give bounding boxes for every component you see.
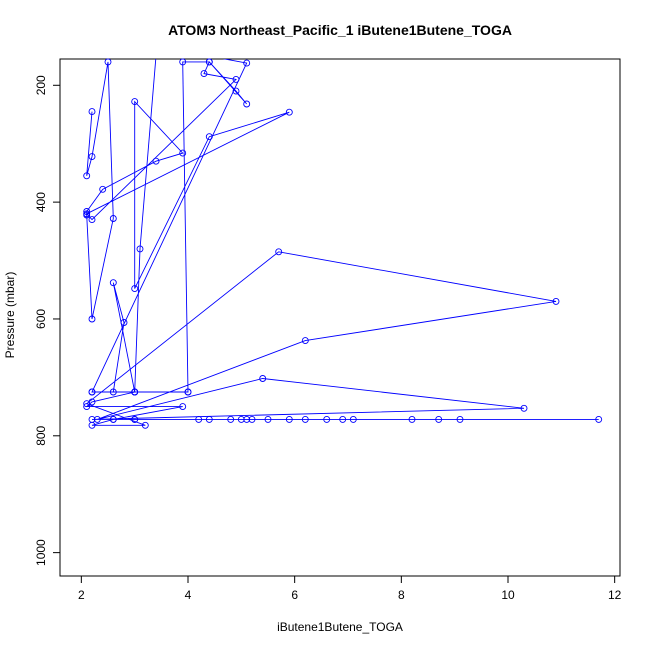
data-point — [152, 157, 160, 165]
data-point — [259, 375, 267, 382]
data-point — [285, 415, 293, 423]
data-point — [136, 245, 144, 253]
data-point — [408, 415, 416, 423]
x-tick-label: 2 — [78, 588, 85, 602]
data-point — [435, 415, 443, 423]
data-point — [184, 388, 192, 396]
plot-frame — [59, 58, 621, 577]
data-point — [88, 108, 96, 116]
data-point — [227, 415, 235, 423]
data-point — [88, 388, 96, 396]
data-point — [237, 415, 245, 423]
chart-title: ATOM3 Northeast_Pacific_1 iButene1Butene… — [168, 22, 512, 38]
data-point — [131, 388, 139, 396]
data-point — [339, 415, 347, 423]
data-point — [195, 415, 203, 423]
data-point — [179, 58, 187, 66]
data-point — [301, 337, 309, 345]
data-point — [243, 415, 251, 423]
x-tick-label: 6 — [291, 588, 298, 602]
data-point — [200, 70, 208, 78]
data-point — [83, 400, 91, 408]
data-point — [120, 319, 128, 326]
x-tick-label: 8 — [398, 588, 405, 602]
data-point — [205, 415, 213, 423]
data-point — [141, 421, 149, 429]
data-point — [248, 415, 256, 423]
data-point — [520, 404, 528, 412]
series-line — [85, 59, 599, 426]
data-point — [131, 98, 139, 106]
data-point — [93, 415, 101, 423]
x-tick-label: 4 — [185, 588, 192, 602]
series-layer — [83, 58, 603, 429]
data-point — [275, 248, 283, 256]
y-tick-label: 1000 — [34, 539, 48, 566]
data-point — [205, 58, 213, 66]
data-point — [232, 87, 240, 95]
data-point — [285, 108, 293, 116]
data-point — [83, 210, 91, 218]
data-point — [179, 403, 187, 411]
data-point — [104, 58, 112, 66]
data-point — [301, 415, 309, 423]
data-point — [131, 285, 139, 293]
data-point — [456, 415, 464, 423]
data-point — [205, 133, 213, 141]
y-tick-label: 400 — [34, 192, 48, 212]
x-tick-label: 10 — [501, 588, 515, 602]
y-tick-label: 200 — [34, 75, 48, 95]
data-point — [264, 415, 272, 423]
data-point — [109, 215, 117, 222]
data-point — [109, 415, 117, 423]
data-point — [88, 153, 96, 161]
data-point — [552, 297, 560, 305]
data-point — [323, 415, 331, 423]
data-point — [131, 415, 139, 423]
data-point — [83, 403, 91, 411]
data-point — [243, 59, 251, 67]
data-point — [232, 75, 240, 83]
y-axis-label: Pressure (mbar) — [3, 272, 17, 359]
data-point — [243, 100, 251, 108]
y-axis: 200 400 600 800 1000 — [34, 75, 61, 566]
y-tick-label: 800 — [34, 425, 48, 445]
series-points — [83, 58, 603, 429]
data-point — [109, 388, 117, 396]
data-point — [88, 315, 96, 323]
x-axis-label: iButene1Butene_TOGA — [277, 620, 403, 634]
data-point — [99, 185, 107, 193]
x-axis: 2 4 6 8 10 12 — [78, 575, 622, 602]
data-point — [179, 149, 187, 157]
data-point — [109, 279, 117, 287]
data-point — [595, 415, 603, 423]
data-point — [83, 208, 91, 215]
x-tick-label: 12 — [608, 588, 622, 602]
data-point — [88, 216, 96, 224]
y-tick-label: 600 — [34, 309, 48, 329]
data-point — [349, 415, 357, 423]
data-point — [88, 415, 96, 423]
data-point — [83, 172, 91, 180]
